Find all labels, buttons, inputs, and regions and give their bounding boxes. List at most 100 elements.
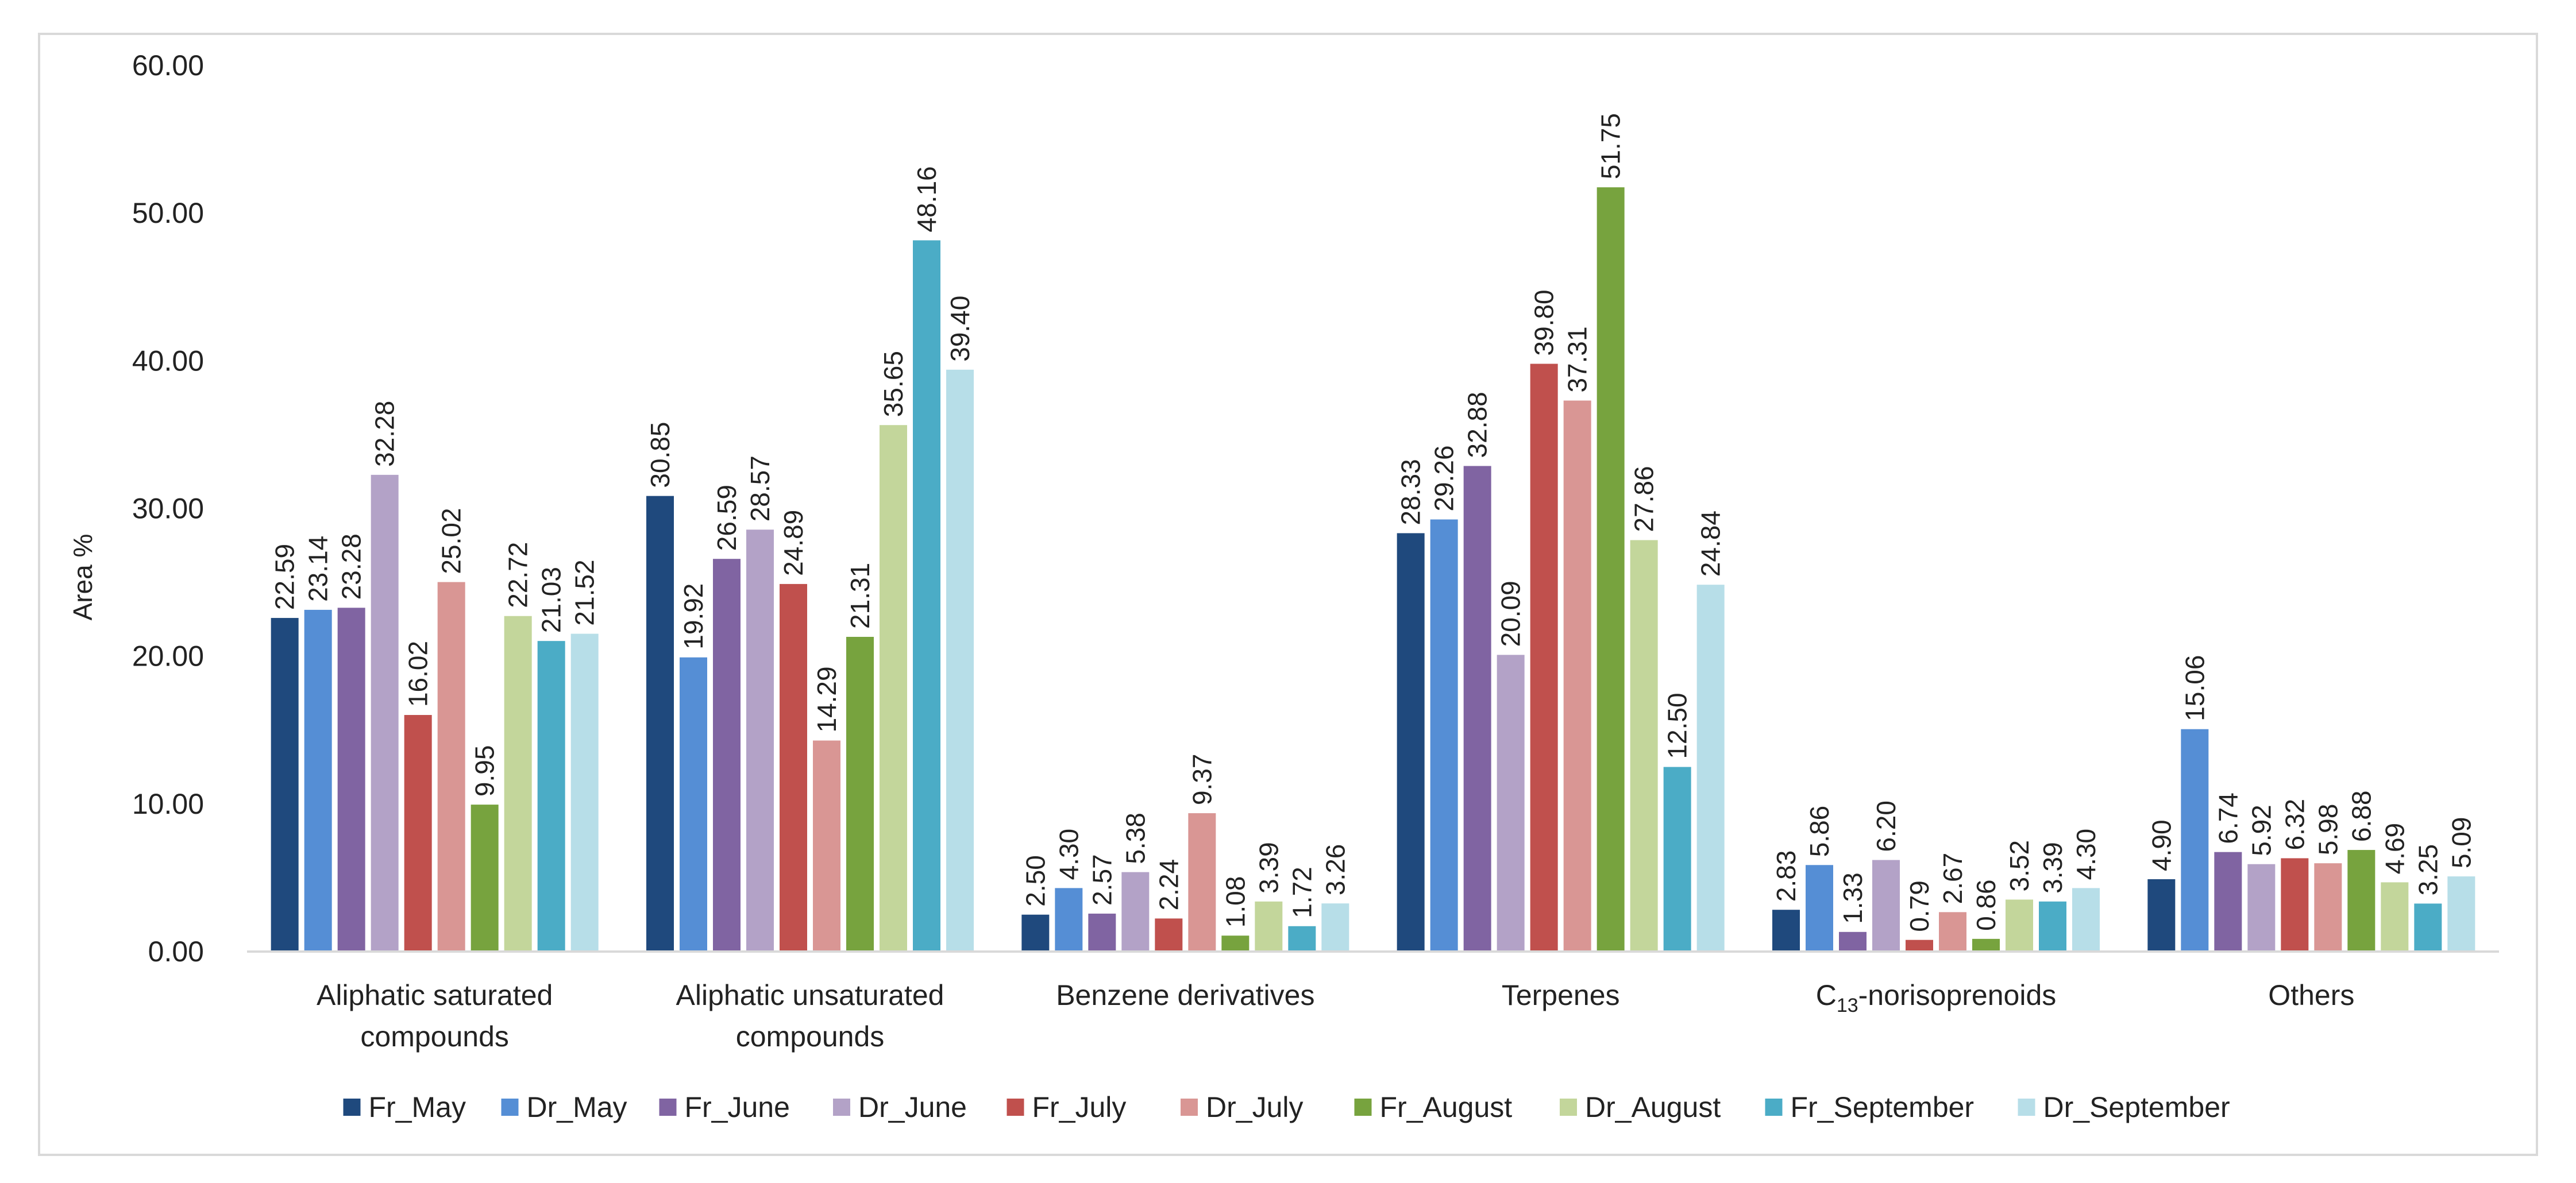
category-label: Others xyxy=(2268,979,2354,1011)
legend-swatch xyxy=(1560,1099,1577,1116)
bar xyxy=(1055,888,1083,952)
data-label: 1.72 xyxy=(1287,867,1317,918)
data-label: 35.65 xyxy=(878,351,908,417)
legend-swatch xyxy=(1007,1099,1024,1116)
bar xyxy=(2314,863,2342,952)
legend-swatch xyxy=(659,1099,677,1116)
bar xyxy=(846,636,874,952)
bar xyxy=(337,608,365,952)
data-label: 4.30 xyxy=(2071,829,2101,880)
legend-swatch xyxy=(833,1099,850,1116)
data-label: 20.09 xyxy=(1496,581,1526,647)
bar xyxy=(2281,858,2309,952)
data-label: 25.02 xyxy=(437,508,466,574)
bar xyxy=(1155,918,1183,952)
category-label: Aliphatic unsaturated xyxy=(676,979,944,1011)
data-label: 23.28 xyxy=(337,533,367,600)
data-label: 12.50 xyxy=(1663,693,1692,759)
bar xyxy=(1463,466,1491,952)
data-label: 1.33 xyxy=(1838,872,1868,924)
data-label: 6.32 xyxy=(2280,799,2309,850)
bar xyxy=(713,559,741,952)
bar xyxy=(1430,519,1458,952)
bar xyxy=(2447,876,2475,952)
legend-label: Dr_September xyxy=(2043,1091,2230,1123)
data-label: 4.90 xyxy=(2146,819,2176,871)
data-label: 3.39 xyxy=(1254,842,1283,894)
bar xyxy=(1288,926,1316,952)
bar xyxy=(537,641,565,952)
bar xyxy=(1221,935,1250,952)
bar xyxy=(1530,364,1558,952)
data-label: 48.16 xyxy=(912,166,942,232)
data-label: 4.30 xyxy=(1054,829,1083,880)
data-label: 3.39 xyxy=(2038,842,2068,894)
data-label: 0.79 xyxy=(1904,880,1934,932)
category-label: Terpenes xyxy=(1502,979,1620,1011)
data-label: 37.31 xyxy=(1563,326,1592,392)
bar xyxy=(2347,850,2376,952)
legend-label: Fr_July xyxy=(1032,1091,1127,1123)
bar xyxy=(680,657,707,952)
data-label: 4.69 xyxy=(2380,823,2409,875)
legend-label: Fr_June xyxy=(685,1091,790,1123)
category-label: compounds xyxy=(360,1020,509,1053)
category-label: Aliphatic saturated xyxy=(317,979,553,1011)
data-label: 9.37 xyxy=(1187,754,1217,806)
category-label: C13-norisoprenoids xyxy=(1816,979,2057,1016)
bar xyxy=(2247,864,2276,952)
data-label: 21.31 xyxy=(845,563,875,629)
data-label: 32.88 xyxy=(1463,392,1493,458)
data-label: 26.59 xyxy=(712,485,742,551)
data-label: 5.98 xyxy=(2313,804,2343,856)
y-tick-label: 60.00 xyxy=(132,49,204,82)
data-label: 6.20 xyxy=(1871,801,1901,852)
data-label: 21.03 xyxy=(537,567,566,633)
category-label: Benzene derivatives xyxy=(1056,979,1314,1011)
bar xyxy=(1255,901,1283,952)
data-label: 15.06 xyxy=(2180,655,2209,721)
bar xyxy=(646,496,674,952)
y-tick-label: 20.00 xyxy=(132,640,204,672)
bar xyxy=(1088,913,1116,952)
bar xyxy=(304,609,332,952)
data-label: 24.84 xyxy=(1696,511,1726,577)
bar xyxy=(1121,872,1150,952)
bar xyxy=(2181,729,2209,952)
data-label: 0.86 xyxy=(1971,879,2001,931)
bar xyxy=(1663,767,1691,952)
bar xyxy=(404,715,432,952)
data-label: 5.38 xyxy=(1120,813,1150,864)
bar xyxy=(880,425,907,952)
legend-label: Dr_July xyxy=(1206,1091,1303,1123)
bar xyxy=(946,369,974,952)
y-tick-label: 30.00 xyxy=(132,493,204,525)
data-label: 24.89 xyxy=(778,510,808,576)
bar xyxy=(1806,865,1833,952)
data-label: 28.57 xyxy=(745,455,775,521)
legend-swatch xyxy=(1765,1099,1783,1116)
bar xyxy=(1630,540,1658,952)
data-label: 39.80 xyxy=(1529,289,1559,355)
data-label: 39.40 xyxy=(945,296,975,362)
data-label: 2.57 xyxy=(1087,854,1117,906)
data-label: 1.08 xyxy=(1220,876,1250,928)
bar xyxy=(1021,914,1050,952)
legend-swatch xyxy=(1181,1099,1198,1116)
bar xyxy=(1972,938,2000,952)
bar xyxy=(780,583,807,952)
data-label: 6.88 xyxy=(2346,791,2376,842)
legend-swatch xyxy=(2018,1099,2035,1116)
bar xyxy=(1939,912,1966,952)
data-label: 19.92 xyxy=(678,583,708,650)
data-label: 6.74 xyxy=(2213,792,2243,844)
data-label: 14.29 xyxy=(812,666,842,732)
data-label: 5.92 xyxy=(2246,805,2276,856)
bar xyxy=(371,474,399,952)
legend-label: Dr_June xyxy=(858,1091,967,1123)
category-labels: Aliphatic saturated compounds Aliphatic un… xyxy=(317,979,2354,1053)
y-tick-label: 10.00 xyxy=(132,788,204,820)
bar xyxy=(2147,879,2176,952)
bar xyxy=(813,740,840,952)
